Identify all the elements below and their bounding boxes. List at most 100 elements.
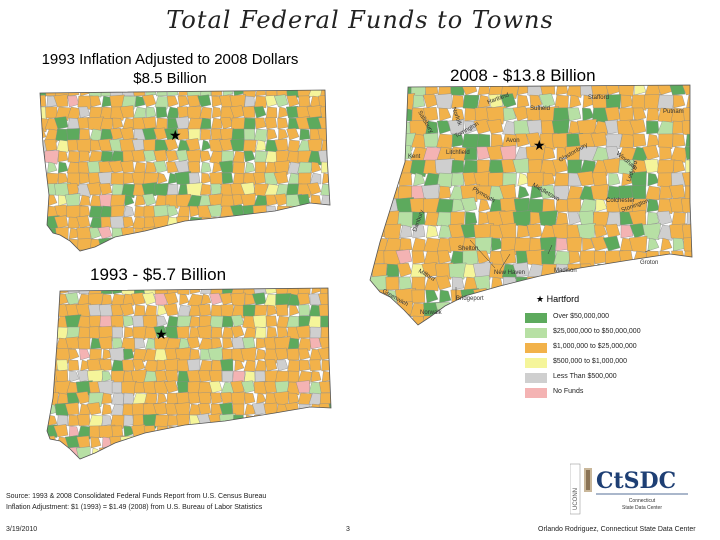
town-shape — [322, 172, 330, 185]
town-shape — [254, 117, 267, 130]
town-shape — [330, 315, 331, 331]
town-shape — [659, 263, 673, 278]
town-shape — [330, 436, 331, 449]
town-shape — [179, 293, 190, 306]
town-shape — [582, 107, 595, 122]
town-shape — [199, 150, 212, 163]
town-shape — [590, 236, 608, 252]
town-shape — [189, 348, 201, 361]
town-shape — [567, 107, 582, 122]
town-shape — [133, 106, 147, 120]
town-shape — [684, 185, 692, 200]
town-shape — [199, 90, 212, 97]
town-shape — [220, 249, 234, 251]
town-shape — [40, 193, 47, 207]
town-shape — [411, 276, 426, 291]
town-shape — [166, 315, 179, 328]
town-shape — [132, 447, 148, 459]
town-shape — [155, 117, 168, 130]
town-shape — [632, 107, 647, 122]
town-shape — [435, 93, 452, 109]
town-shape — [255, 238, 267, 251]
town-shape — [371, 146, 387, 161]
town-shape — [331, 96, 335, 110]
town-shape — [474, 302, 494, 320]
town-shape — [310, 436, 322, 449]
town-shape — [221, 425, 234, 438]
town-shape — [177, 288, 190, 295]
town-shape — [330, 370, 331, 383]
town-shape — [244, 161, 256, 174]
town-shape — [211, 117, 223, 130]
town-shape — [221, 447, 235, 459]
town-shape — [222, 90, 234, 97]
town-shape — [370, 237, 374, 252]
town-shape — [121, 249, 138, 251]
logo-sub-1: Connecticut — [629, 498, 656, 504]
town-shape — [90, 436, 102, 449]
town-shape — [411, 289, 426, 304]
town-shape — [488, 302, 507, 320]
town-shape — [310, 370, 322, 383]
town-shape — [47, 458, 58, 459]
town-shape — [331, 129, 335, 142]
town-shape — [310, 238, 322, 251]
town-shape — [134, 337, 146, 350]
town-shape — [176, 326, 190, 339]
town-shape — [332, 360, 335, 372]
town-shape — [276, 436, 289, 449]
town-shape — [296, 215, 312, 230]
town-shape — [318, 435, 331, 449]
town-shape — [99, 249, 113, 251]
town-shape — [320, 90, 330, 98]
town-shape — [309, 337, 322, 350]
town-shape — [630, 184, 647, 200]
town-shape — [287, 172, 300, 185]
town-shape — [452, 302, 465, 317]
town-shape — [318, 149, 330, 164]
town-shape — [44, 249, 60, 251]
town-shape — [297, 414, 311, 427]
town-shape — [424, 276, 440, 292]
town-shape — [699, 95, 700, 108]
town-shape — [460, 197, 478, 213]
town-shape — [134, 304, 146, 317]
town-shape — [47, 336, 58, 350]
town-shape — [79, 172, 91, 185]
town-shape — [370, 85, 375, 97]
town-shape — [278, 128, 289, 141]
town-shape — [593, 224, 608, 239]
town-shape — [657, 276, 675, 293]
town-shape — [425, 289, 439, 304]
town-shape — [101, 392, 113, 405]
town-shape — [328, 402, 331, 417]
town-shape — [186, 105, 202, 120]
town-shape — [332, 239, 335, 250]
town-shape — [278, 227, 289, 240]
town-shape — [297, 425, 314, 441]
town-shape — [642, 145, 660, 161]
town-shape — [244, 293, 256, 306]
town-shape — [604, 223, 621, 239]
town-shape — [112, 337, 124, 350]
town-shape — [98, 303, 113, 317]
town-shape — [697, 133, 700, 147]
town-shape — [473, 171, 491, 187]
town-shape — [79, 90, 91, 97]
town-shape — [233, 414, 245, 427]
town-shape — [154, 95, 170, 110]
town-shape — [276, 414, 289, 427]
town-shape — [668, 85, 686, 96]
subtitle-1993: 1993 - $5.7 Billion — [90, 265, 227, 284]
town-shape — [220, 358, 234, 372]
town-shape — [97, 226, 113, 240]
legend-swatch — [525, 328, 547, 338]
town-shape — [188, 403, 201, 416]
town-shape — [89, 425, 103, 439]
town-shape — [99, 182, 113, 196]
town-shape — [310, 447, 322, 459]
town-shape — [333, 162, 336, 173]
town-shape — [605, 133, 623, 150]
town-shape — [189, 288, 201, 295]
town-shape — [274, 457, 290, 459]
